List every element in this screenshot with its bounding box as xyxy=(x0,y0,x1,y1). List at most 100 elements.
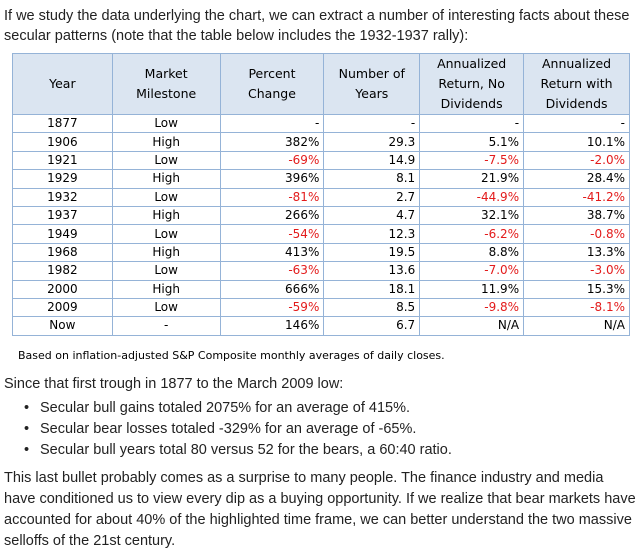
cell-return-with-dividends: -3.0% xyxy=(523,261,630,281)
table-row: 1877 Low - - - - xyxy=(12,114,630,134)
table-row: 1968 High 413% 19.5 8.8% 13.3% xyxy=(12,243,630,263)
cell-year: 1949 xyxy=(12,224,113,244)
table-row: 1929 High 396% 8.1 21.9% 28.4% xyxy=(12,169,630,189)
cell-percent-change: 146% xyxy=(219,316,325,336)
cell-number-of-years: 8.1 xyxy=(323,169,421,189)
cell-percent-change: 413% xyxy=(219,243,325,263)
cell-number-of-years: 2.7 xyxy=(323,188,421,207)
cell-return-no-dividends: 32.1% xyxy=(419,206,525,226)
cell-milestone: High xyxy=(111,243,221,263)
cell-number-of-years: 13.6 xyxy=(323,261,421,281)
table-row: 2009 Low -59% 8.5 -9.8% -8.1% xyxy=(12,298,630,318)
cell-year: 1906 xyxy=(12,132,113,152)
cell-milestone: Low xyxy=(111,261,221,281)
secular-data-table: Year Market Milestone Percent Change Num… xyxy=(12,53,630,336)
cell-number-of-years: 29.3 xyxy=(323,132,421,152)
table-row: 1921 Low -69% 14.9 -7.5% -2.0% xyxy=(12,151,630,171)
table-row: 1932 Low -81% 2.7 -44.9% -41.2% xyxy=(12,188,630,207)
cell-percent-change: 396% xyxy=(219,169,325,189)
table-row: 2000 High 666% 18.1 11.9% 15.3% xyxy=(12,280,630,299)
cell-number-of-years: 14.9 xyxy=(323,151,421,171)
cell-percent-change: -81% xyxy=(219,188,325,207)
cell-return-no-dividends: -7.5% xyxy=(419,151,525,171)
cell-year: 1877 xyxy=(12,114,113,134)
cell-milestone: Low xyxy=(111,114,221,134)
cell-milestone: High xyxy=(111,132,221,152)
cell-return-with-dividends: 13.3% xyxy=(523,243,630,263)
cell-return-with-dividends: - xyxy=(523,114,630,134)
header-year: Year xyxy=(12,53,113,115)
cell-milestone: Low xyxy=(111,224,221,244)
cell-year: 1968 xyxy=(12,243,113,263)
cell-return-with-dividends: -2.0% xyxy=(523,151,630,171)
cell-return-no-dividends: 11.9% xyxy=(419,280,525,299)
cell-number-of-years: 8.5 xyxy=(323,298,421,318)
cell-number-of-years: 6.7 xyxy=(323,316,421,336)
cell-milestone: High xyxy=(111,206,221,226)
summary-line: Since that first trough in 1877 to the M… xyxy=(4,376,344,392)
bullet-item: Secular bull gains totaled 2075% for an … xyxy=(24,398,452,419)
table-header-row: Year Market Milestone Percent Change Num… xyxy=(12,53,630,115)
cell-percent-change: 266% xyxy=(219,206,325,226)
table-row: Now -146% 6.7 N/A N/A xyxy=(12,316,630,336)
table-row: 1937 High 266% 4.7 32.1% 38.7% xyxy=(12,206,630,226)
header-number-of-years: Number of Years xyxy=(323,53,421,115)
cell-milestone: - xyxy=(111,316,221,336)
cell-return-with-dividends: 28.4% xyxy=(523,169,630,189)
cell-percent-change: - xyxy=(219,114,325,134)
cell-milestone: High xyxy=(111,280,221,299)
cell-return-no-dividends: -6.2% xyxy=(419,224,525,244)
cell-return-no-dividends: -9.8% xyxy=(419,298,525,318)
cell-percent-change: 666% xyxy=(219,280,325,299)
cell-year: 1929 xyxy=(12,169,113,189)
cell-number-of-years: 19.5 xyxy=(323,243,421,263)
table-row: 1982 Low -63% 13.6 -7.0% -3.0% xyxy=(12,261,630,281)
cell-percent-change: -69% xyxy=(219,151,325,171)
cell-year: 1937 xyxy=(12,206,113,226)
cell-year: 1921 xyxy=(12,151,113,171)
cell-return-no-dividends: 21.9% xyxy=(419,169,525,189)
cell-return-no-dividends: 8.8% xyxy=(419,243,525,263)
bullet-item: Secular bear losses totaled -329% for an… xyxy=(24,419,452,440)
cell-return-with-dividends: 10.1% xyxy=(523,132,630,152)
closing-paragraph: This last bullet probably comes as a sur… xyxy=(4,470,636,549)
cell-return-with-dividends: -0.8% xyxy=(523,224,630,244)
header-percent-change: Percent Change xyxy=(219,53,325,115)
cell-percent-change: -54% xyxy=(219,224,325,244)
bullet-list: Secular bull gains totaled 2075% for an … xyxy=(24,398,452,461)
intro-paragraph: If we study the data underlying the char… xyxy=(4,8,630,44)
header-return-with-dividends: Annualized Return with Dividends xyxy=(523,53,630,115)
cell-milestone: Low xyxy=(111,151,221,171)
cell-number-of-years: 12.3 xyxy=(323,224,421,244)
cell-milestone: Low xyxy=(111,298,221,318)
cell-milestone: High xyxy=(111,169,221,189)
cell-return-no-dividends: -44.9% xyxy=(419,188,525,207)
cell-return-with-dividends: 15.3% xyxy=(523,280,630,299)
cell-return-no-dividends: - xyxy=(419,114,525,134)
cell-year: 1932 xyxy=(12,188,113,207)
cell-percent-change: 382% xyxy=(219,132,325,152)
bullet-item: Secular bull years total 80 versus 52 fo… xyxy=(24,440,452,461)
cell-year: 2009 xyxy=(12,298,113,318)
cell-return-with-dividends: -8.1% xyxy=(523,298,630,318)
header-market-milestone: Market Milestone xyxy=(111,53,221,115)
cell-year: 1982 xyxy=(12,261,113,281)
cell-return-with-dividends: 38.7% xyxy=(523,206,630,226)
cell-return-with-dividends: N/A xyxy=(523,316,630,336)
header-return-no-dividends: Annualized Return, No Dividends xyxy=(419,53,525,115)
cell-number-of-years: 18.1 xyxy=(323,280,421,299)
cell-return-no-dividends: N/A xyxy=(419,316,525,336)
table-row: 1906 High 382% 29.3 5.1% 10.1% xyxy=(12,132,630,152)
table-footnote: Based on inflation-adjusted S&P Composit… xyxy=(18,349,445,362)
cell-percent-change: -63% xyxy=(219,261,325,281)
cell-percent-change: -59% xyxy=(219,298,325,318)
table-body: 1877 Low - - - -1906 High 382% 29.3 5.1% 10.1% 1921… xyxy=(12,114,630,336)
cell-year: Now xyxy=(12,316,113,336)
cell-milestone: Low xyxy=(111,188,221,207)
cell-number-of-years: - xyxy=(323,114,421,134)
cell-year: 2000 xyxy=(12,280,113,299)
cell-return-no-dividends: -7.0% xyxy=(419,261,525,281)
table-row: 1949 Low -54% 12.3 -6.2% -0.8% xyxy=(12,224,630,244)
cell-number-of-years: 4.7 xyxy=(323,206,421,226)
cell-return-with-dividends: -41.2% xyxy=(523,188,630,207)
